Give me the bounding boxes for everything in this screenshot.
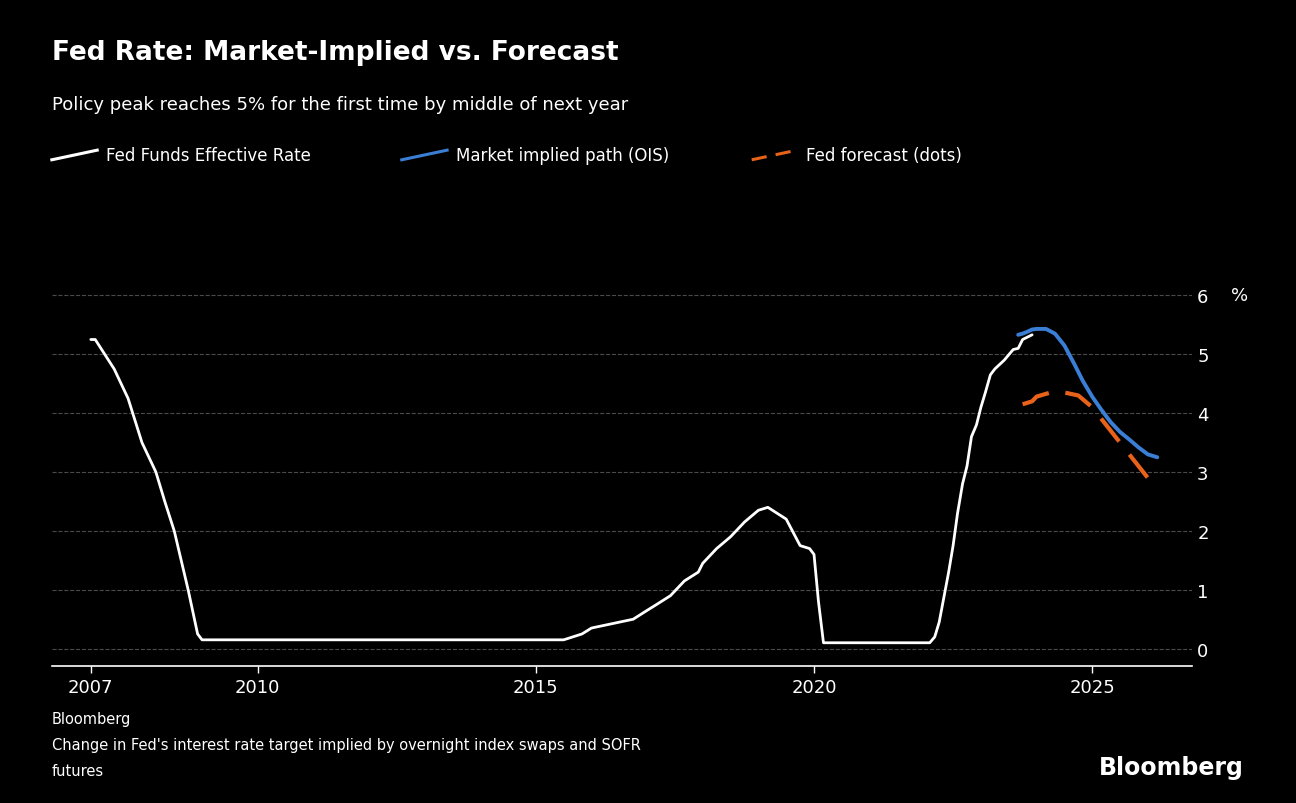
Text: %: % (1231, 287, 1248, 305)
Text: Bloomberg: Bloomberg (1099, 755, 1244, 779)
Text: Fed Rate: Market-Implied vs. Forecast: Fed Rate: Market-Implied vs. Forecast (52, 40, 618, 66)
Text: Bloomberg: Bloomberg (52, 711, 131, 726)
Text: Policy peak reaches 5% for the first time by middle of next year: Policy peak reaches 5% for the first tim… (52, 96, 629, 114)
Text: Market implied path (OIS): Market implied path (OIS) (456, 147, 670, 165)
Text: Change in Fed's interest rate target implied by overnight index swaps and SOFR: Change in Fed's interest rate target imp… (52, 737, 640, 752)
Text: Fed forecast (dots): Fed forecast (dots) (806, 147, 962, 165)
Text: futures: futures (52, 763, 104, 778)
Text: Fed Funds Effective Rate: Fed Funds Effective Rate (106, 147, 311, 165)
